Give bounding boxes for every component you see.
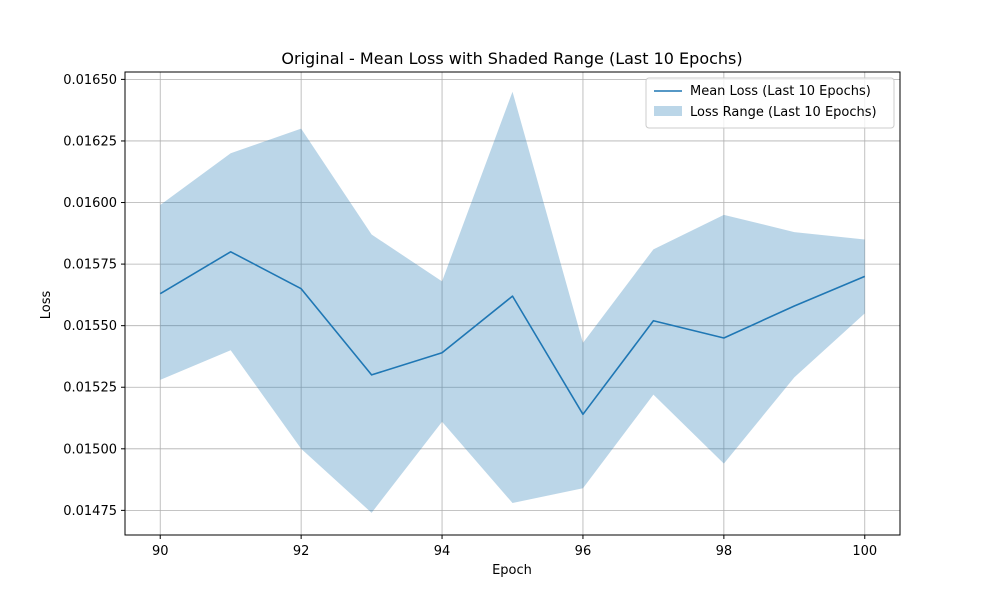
x-tick-label: 98 — [716, 544, 733, 559]
y-tick-label: 0.01475 — [63, 504, 117, 519]
gridlines — [125, 72, 900, 535]
legend: Mean Loss (Last 10 Epochs) Loss Range (La… — [645, 77, 895, 129]
plot-background — [125, 72, 900, 535]
legend-box — [645, 77, 895, 129]
x-tick-label: 100 — [852, 544, 877, 559]
x-axis-ticks: 90 92 94 96 98 100 — [152, 535, 877, 559]
y-tick-label: 0.01525 — [63, 381, 117, 396]
x-tick-label: 92 — [293, 544, 310, 559]
y-axis-ticks: 0.01475 0.01500 0.01525 0.01550 0.01575 0.016… — [63, 73, 125, 519]
mean-loss-line — [159, 250, 866, 416]
plot-area — [125, 72, 900, 535]
y-tick-label: 0.01575 — [63, 258, 117, 273]
band-layer — [160, 91, 865, 513]
legend-band-swatch — [654, 106, 682, 116]
x-axis-label: Epoch — [492, 563, 532, 578]
legend-label-mean-loss: Mean Loss (Last 10 Epochs) — [690, 84, 871, 99]
legend-label-loss-range: Loss Range (Last 10 Epochs) — [690, 105, 877, 120]
x-tick-label: 90 — [152, 544, 169, 559]
line-layer — [159, 250, 866, 416]
axes-frame — [124, 71, 901, 536]
chart-title: Original - Mean Loss with Shaded Range (… — [281, 49, 742, 68]
x-tick-label: 94 — [434, 544, 451, 559]
axes-spines — [124, 71, 901, 536]
y-tick-label: 0.01500 — [63, 442, 117, 457]
y-tick-label: 0.01600 — [63, 196, 117, 211]
loss-range-band — [160, 91, 865, 513]
y-tick-label: 0.01625 — [63, 134, 117, 149]
y-tick-label: 0.01650 — [63, 73, 117, 88]
y-tick-label: 0.01550 — [63, 319, 117, 334]
x-tick-label: 96 — [575, 544, 592, 559]
y-axis-label: Loss — [39, 291, 54, 320]
